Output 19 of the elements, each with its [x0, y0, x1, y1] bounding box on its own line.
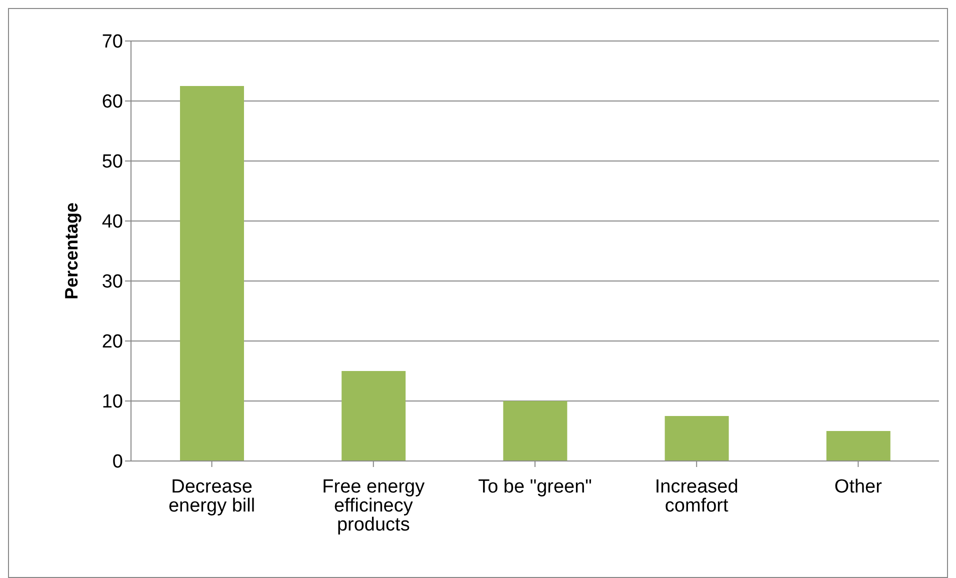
bar	[342, 371, 406, 461]
x-tick-label: Increased comfort	[654, 476, 738, 516]
bar	[826, 431, 890, 461]
y-tick-label: 0	[112, 452, 123, 473]
x-tick-label: To be "green"	[478, 476, 592, 498]
y-tick-label: 60	[102, 92, 123, 113]
y-tick-label: 10	[102, 392, 123, 413]
x-tick-label: Other	[834, 476, 883, 498]
bar	[664, 416, 729, 461]
bar	[180, 86, 244, 461]
y-axis-title: Percentage	[61, 202, 82, 300]
x-tick-label: Free energy efficinecy products	[322, 476, 426, 536]
y-tick-label: 50	[102, 152, 123, 173]
y-tick-label: 40	[102, 212, 123, 233]
y-tick-label: 30	[102, 272, 123, 293]
bar	[503, 401, 568, 461]
y-tick-label: 70	[102, 32, 123, 53]
y-tick-label: 20	[102, 332, 123, 353]
x-tick-label: Decrease energy bill	[168, 476, 256, 516]
